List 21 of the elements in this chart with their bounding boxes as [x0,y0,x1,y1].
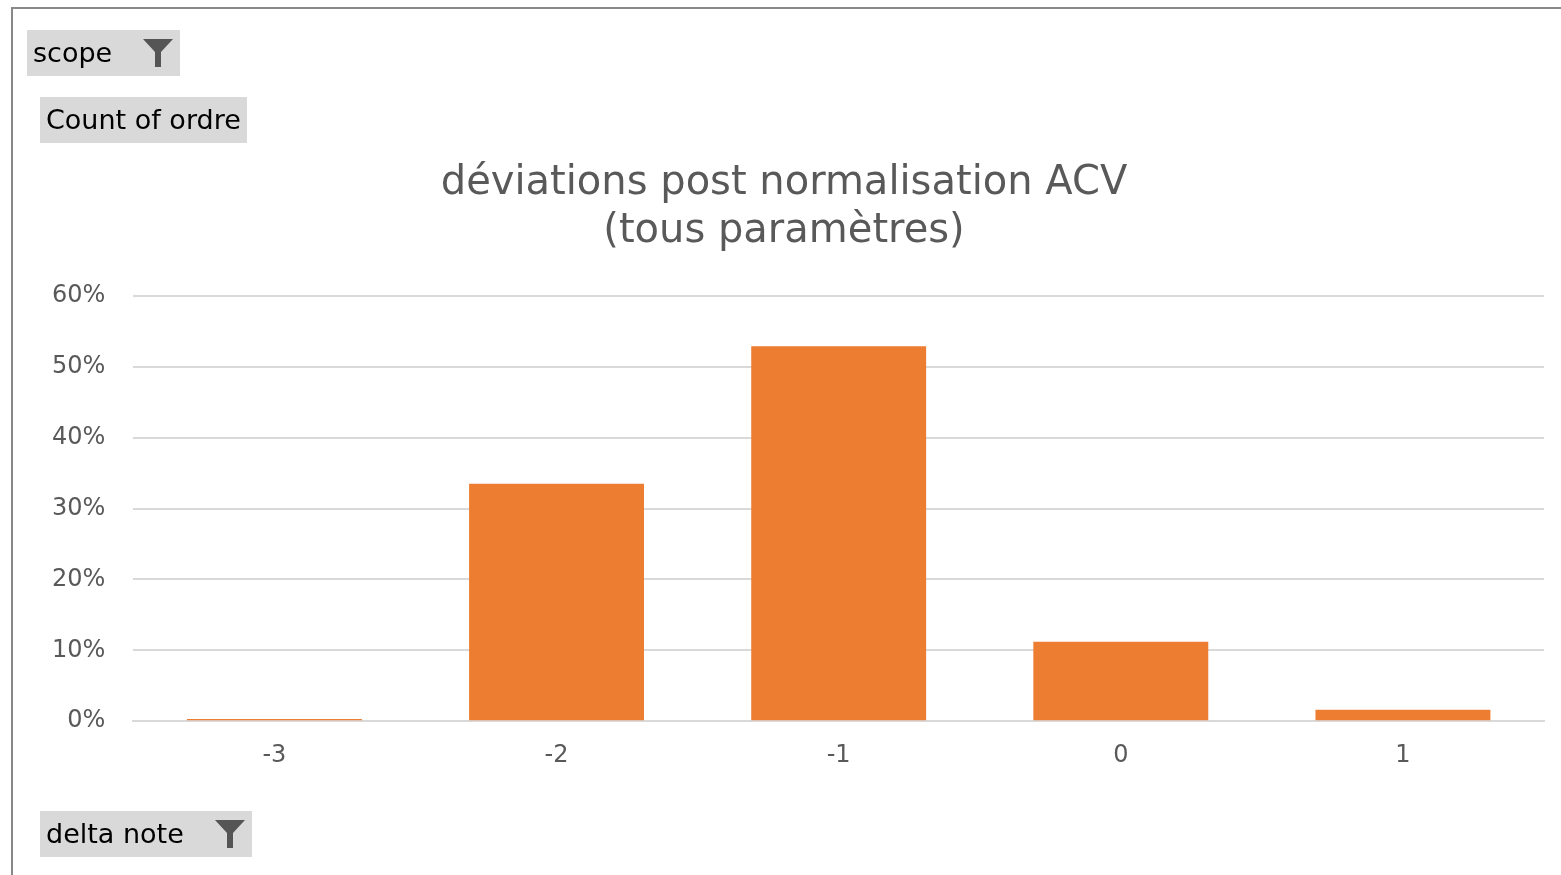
x-tick-label: 0 [1113,739,1129,768]
bar [1315,709,1491,721]
y-tick-label: 0% [67,705,106,734]
text: (tous paramètres) [603,205,965,252]
y-tick-label: 50% [52,351,106,380]
text: déviations post normalisation ACV [440,157,1128,204]
text: delta note [46,817,184,851]
x-tick-label: -3 [262,739,287,768]
x-tick-label: 1 [1395,739,1411,768]
bar [469,483,644,721]
x-tick-label: -2 [544,739,569,768]
bar [751,346,927,721]
text: Count of ordre [46,103,241,137]
bar [1033,641,1209,721]
x-tick-label: -1 [826,739,851,768]
text: scope [33,36,113,70]
y-tick-label: 20% [52,563,106,592]
y-tick-label: 40% [52,421,106,450]
y-tick-label: 10% [52,634,106,663]
y-tick-label: 30% [52,492,106,521]
y-tick-label: 60% [52,280,106,309]
